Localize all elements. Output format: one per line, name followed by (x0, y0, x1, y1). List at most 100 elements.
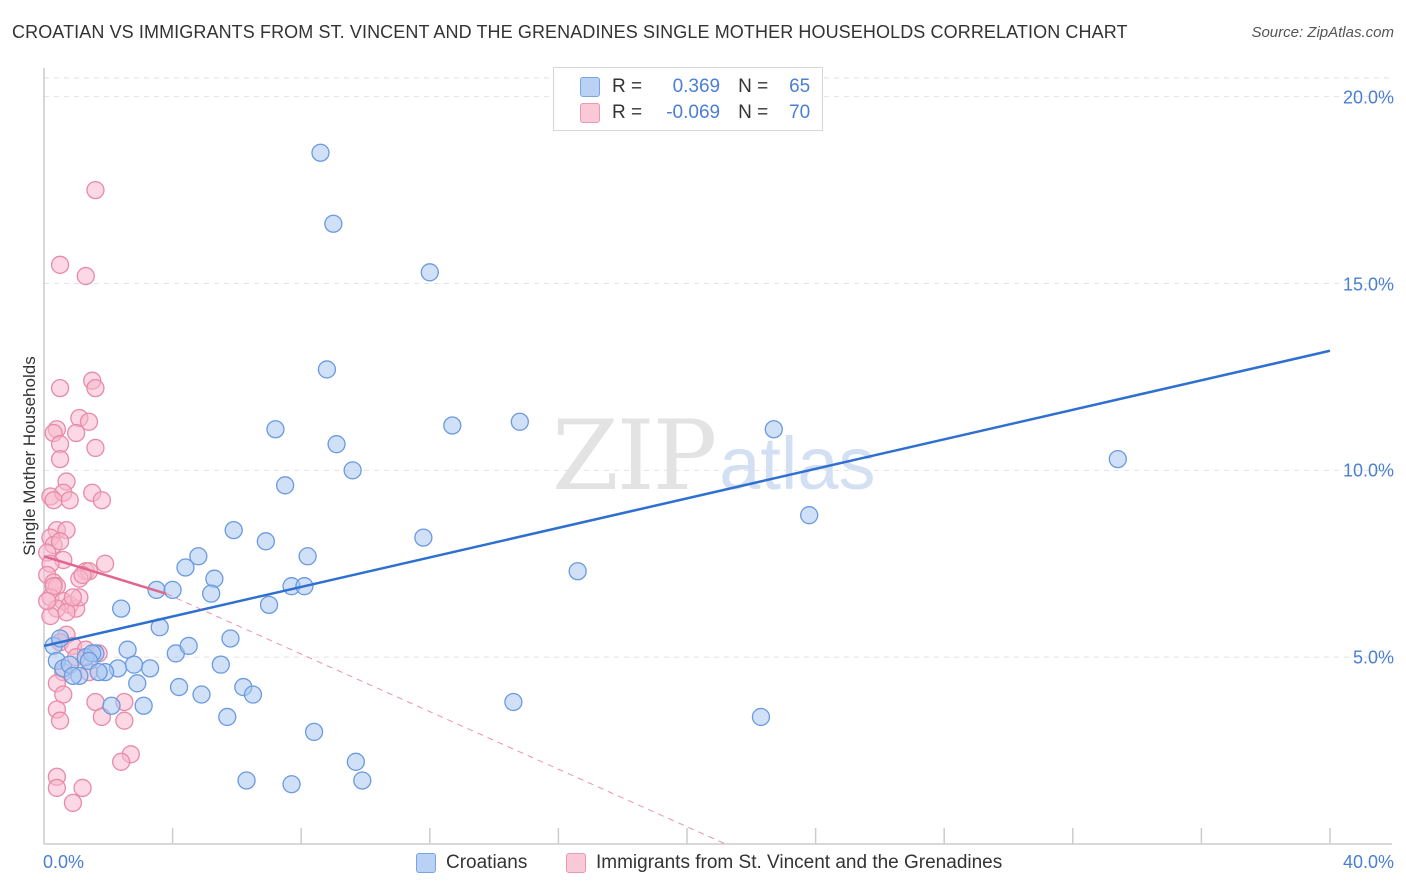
legend-n-label: N = (738, 76, 769, 97)
croatian-point (63, 666, 83, 686)
immigrant-point (79, 412, 99, 431)
immigrant-point (50, 378, 70, 398)
immigrant-point (115, 711, 134, 730)
croatian-point (102, 696, 121, 715)
croatian-point (504, 692, 523, 712)
croatian-point (353, 771, 372, 790)
croatian-point (510, 412, 529, 431)
chart-source: Source: ZipAtlas.com (1251, 24, 1394, 41)
y-tick-label: 5.0% (1352, 647, 1394, 668)
croatian-point (189, 547, 208, 566)
x-tick-label-max: 40.0% (1342, 852, 1394, 872)
data-points (38, 143, 1127, 813)
croatian-point (751, 707, 771, 727)
immigrants-trend-line (43, 555, 167, 595)
croatian-point (282, 775, 301, 794)
correlation-legend: R = 0.369 N = 65 R = -0.069 N = 70 (553, 67, 823, 131)
immigrant-point (63, 588, 83, 607)
trend-lines (43, 349, 1331, 845)
croatian-point (89, 662, 108, 682)
croatian-point (275, 476, 295, 495)
croatian-point (317, 360, 337, 379)
immigrant-point (86, 378, 105, 398)
croatian-point (304, 722, 324, 742)
croatians-swatch (416, 853, 436, 873)
croatian-point (192, 685, 211, 704)
croatian-point (124, 655, 144, 674)
croatian-point (243, 685, 263, 704)
bottom-legend-immigrants: Immigrants from St. Vincent and the Gren… (566, 852, 1002, 874)
croatian-point (420, 263, 439, 282)
immigrants-swatch (580, 103, 600, 123)
legend-r-value: 0.369 (672, 76, 721, 97)
zipatlas-watermark: ZIPatlas (552, 400, 876, 512)
y-tick-label: 10.0% (1342, 460, 1394, 481)
croatian-point (298, 547, 317, 566)
croatian-point (169, 677, 189, 697)
croatian-point (176, 558, 195, 577)
immigrant-point (50, 532, 70, 551)
watermark-atlas: atlas (719, 422, 876, 505)
legend-n-value: 70 (789, 102, 811, 123)
immigrant-point (50, 449, 70, 469)
immigrant-point (95, 554, 115, 573)
axes (43, 68, 1392, 845)
bottom-legend-croatians: Croatians (416, 852, 527, 874)
legend-n-value: 65 (789, 76, 811, 97)
croatian-point (140, 659, 160, 678)
croatian-point (163, 580, 182, 600)
immigrant-point (60, 491, 79, 510)
immigrant-point (38, 591, 57, 611)
croatian-point (346, 752, 366, 771)
y-tick-label: 15.0% (1342, 274, 1394, 294)
grid-lines (44, 77, 1392, 658)
legend-row-immigrants: R = -0.069 N = 70 (580, 101, 810, 125)
immigrant-point (41, 606, 60, 626)
immigrant-point (47, 778, 67, 798)
croatian-point (259, 595, 279, 615)
croatian-point (211, 655, 230, 674)
croatian-point (343, 461, 362, 480)
croatian-point (205, 569, 224, 588)
immigrant-point (50, 255, 70, 274)
croatian-point (327, 435, 346, 454)
croatians-swatch (580, 77, 600, 97)
croatian-point (237, 771, 256, 790)
immigrant-point (76, 266, 95, 286)
immigrants-swatch (566, 853, 586, 873)
immigrant-point (112, 752, 131, 771)
legend-n-label: N = (738, 102, 769, 123)
croatian-point (221, 629, 240, 648)
legend-r-label: R = (612, 76, 643, 97)
croatian-point (218, 707, 237, 727)
bottom-legend-label: Immigrants from St. Vincent and the Gren… (596, 852, 1003, 873)
croatian-point (179, 636, 198, 656)
croatian-point (568, 562, 587, 581)
croatian-point (443, 416, 462, 435)
croatian-point (311, 143, 330, 162)
croatian-point (800, 506, 819, 525)
immigrant-point (86, 438, 105, 458)
x-tick-label-min: 0.0% (43, 852, 85, 872)
croatian-point (266, 420, 285, 439)
immigrant-point (63, 793, 83, 813)
immigrants-trend-extension (165, 593, 726, 845)
immigrant-point (67, 423, 86, 443)
croatian-point (224, 520, 243, 540)
croatian-point (324, 214, 343, 233)
immigrant-point (50, 711, 70, 730)
croatians-trend-line (43, 349, 1331, 648)
watermark-zip: ZIP (552, 400, 717, 512)
immigrant-point (44, 491, 63, 510)
croatian-point (112, 599, 131, 618)
croatian-point (1108, 449, 1127, 469)
legend-r-label: R = (612, 102, 643, 123)
legend-row-croatians: R = 0.369 N = 65 (580, 75, 810, 99)
y-tick-label: 20.0% (1342, 87, 1394, 108)
immigrant-point (73, 778, 92, 798)
croatian-point (202, 584, 221, 603)
croatian-point (764, 420, 783, 439)
croatian-point (414, 528, 433, 547)
croatian-point (128, 674, 147, 693)
